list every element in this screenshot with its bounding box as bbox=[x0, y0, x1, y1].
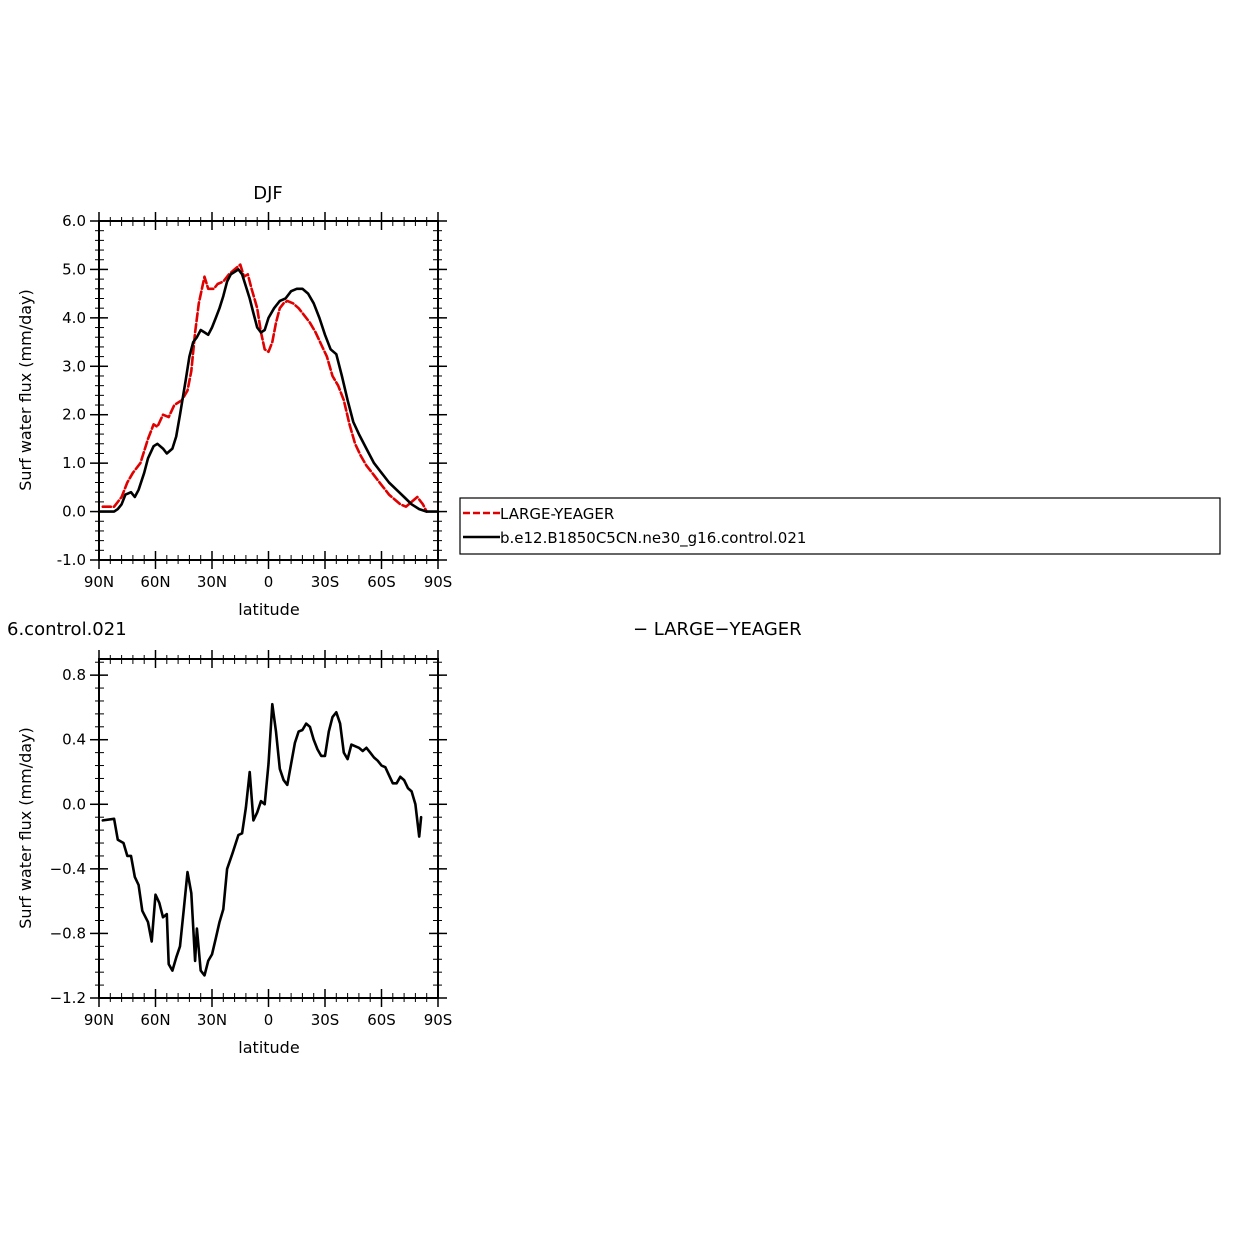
y-tick-label: 0.4 bbox=[62, 731, 86, 749]
y-tick-label: 5.0 bbox=[62, 260, 86, 278]
bottom-chart-title-right: − LARGE−YEAGER bbox=[633, 619, 802, 640]
x-tick-label: 60N bbox=[140, 573, 170, 591]
legend-label-large-yeager: LARGE-YEAGER bbox=[500, 505, 614, 523]
y-tick-label: 0.0 bbox=[62, 795, 86, 813]
x-tick-label: 30S bbox=[311, 1011, 340, 1029]
bottom-plot-frame bbox=[98, 658, 439, 999]
bottom-chart-title-left: 6.control.021 bbox=[7, 619, 127, 640]
bottom-y-axis-label: Surf water flux (mm/day) bbox=[16, 727, 35, 929]
bottom-y-tick-labels: −1.2 −0.8 −0.4 0.0 0.4 0.8 bbox=[50, 666, 86, 1007]
legend-label-control: b.e12.B1850C5CN.ne30_g16.control.021 bbox=[500, 529, 806, 548]
y-tick-label: 0.8 bbox=[62, 666, 86, 684]
y-tick-label: -1.0 bbox=[57, 551, 86, 569]
x-tick-label: 60N bbox=[140, 1011, 170, 1029]
series-line-top-0 bbox=[101, 263, 429, 513]
y-tick-label: −0.8 bbox=[50, 924, 86, 942]
top-x-tick-labels: 90N 60N 30N 0 30S 60S 90S bbox=[84, 573, 452, 591]
bottom-x-axis-label: latitude bbox=[238, 1038, 299, 1057]
x-tick-label: 30S bbox=[311, 573, 340, 591]
y-tick-label: 3.0 bbox=[62, 357, 86, 375]
bottom-x-tick-labels: 90N 60N 30N 0 30S 60S 90S bbox=[84, 1011, 452, 1029]
x-tick-label: 60S bbox=[367, 573, 396, 591]
x-tick-label: 90S bbox=[424, 1011, 453, 1029]
y-tick-label: 4.0 bbox=[62, 309, 86, 327]
x-tick-label: 0 bbox=[264, 573, 274, 591]
top-x-axis-label: latitude bbox=[238, 600, 299, 619]
x-tick-label: 90N bbox=[84, 1011, 114, 1029]
y-tick-label: 1.0 bbox=[62, 454, 86, 472]
x-tick-label: 90S bbox=[424, 573, 453, 591]
top-series-lines bbox=[97, 263, 440, 513]
x-tick-label: 0 bbox=[264, 1011, 274, 1029]
top-chart-title: DJF bbox=[253, 183, 283, 204]
y-tick-label: 2.0 bbox=[62, 406, 86, 424]
bottom-panel: 6.control.021 − LARGE−YEAGER −1.2 −0.8 −0.… bbox=[7, 619, 802, 1057]
y-tick-label: 6.0 bbox=[62, 212, 86, 230]
top-y-axis-label: Surf water flux (mm/day) bbox=[16, 289, 35, 491]
series-line-top-1 bbox=[97, 268, 440, 513]
legend-box bbox=[459, 497, 1221, 555]
x-tick-label: 60S bbox=[367, 1011, 396, 1029]
y-tick-label: −1.2 bbox=[50, 989, 86, 1007]
series-line-bottom-0 bbox=[101, 702, 423, 977]
y-tick-label: 0.0 bbox=[62, 503, 86, 521]
y-tick-label: −0.4 bbox=[50, 860, 86, 878]
legend: LARGE-YEAGER b.e12.B1850C5CN.ne30_g16.co… bbox=[459, 497, 1221, 555]
x-tick-label: 90N bbox=[84, 573, 114, 591]
top-plot-frame bbox=[98, 220, 439, 561]
top-panel: DJF -1.0 0.0 1.0 2.0 3.0 4.0 5.0 6.0 90N 60N 30N 0… bbox=[16, 183, 452, 619]
x-tick-label: 30N bbox=[197, 1011, 227, 1029]
bottom-series-lines bbox=[101, 702, 423, 977]
x-tick-label: 30N bbox=[197, 573, 227, 591]
top-y-tick-labels: -1.0 0.0 1.0 2.0 3.0 4.0 5.0 6.0 bbox=[57, 212, 86, 569]
